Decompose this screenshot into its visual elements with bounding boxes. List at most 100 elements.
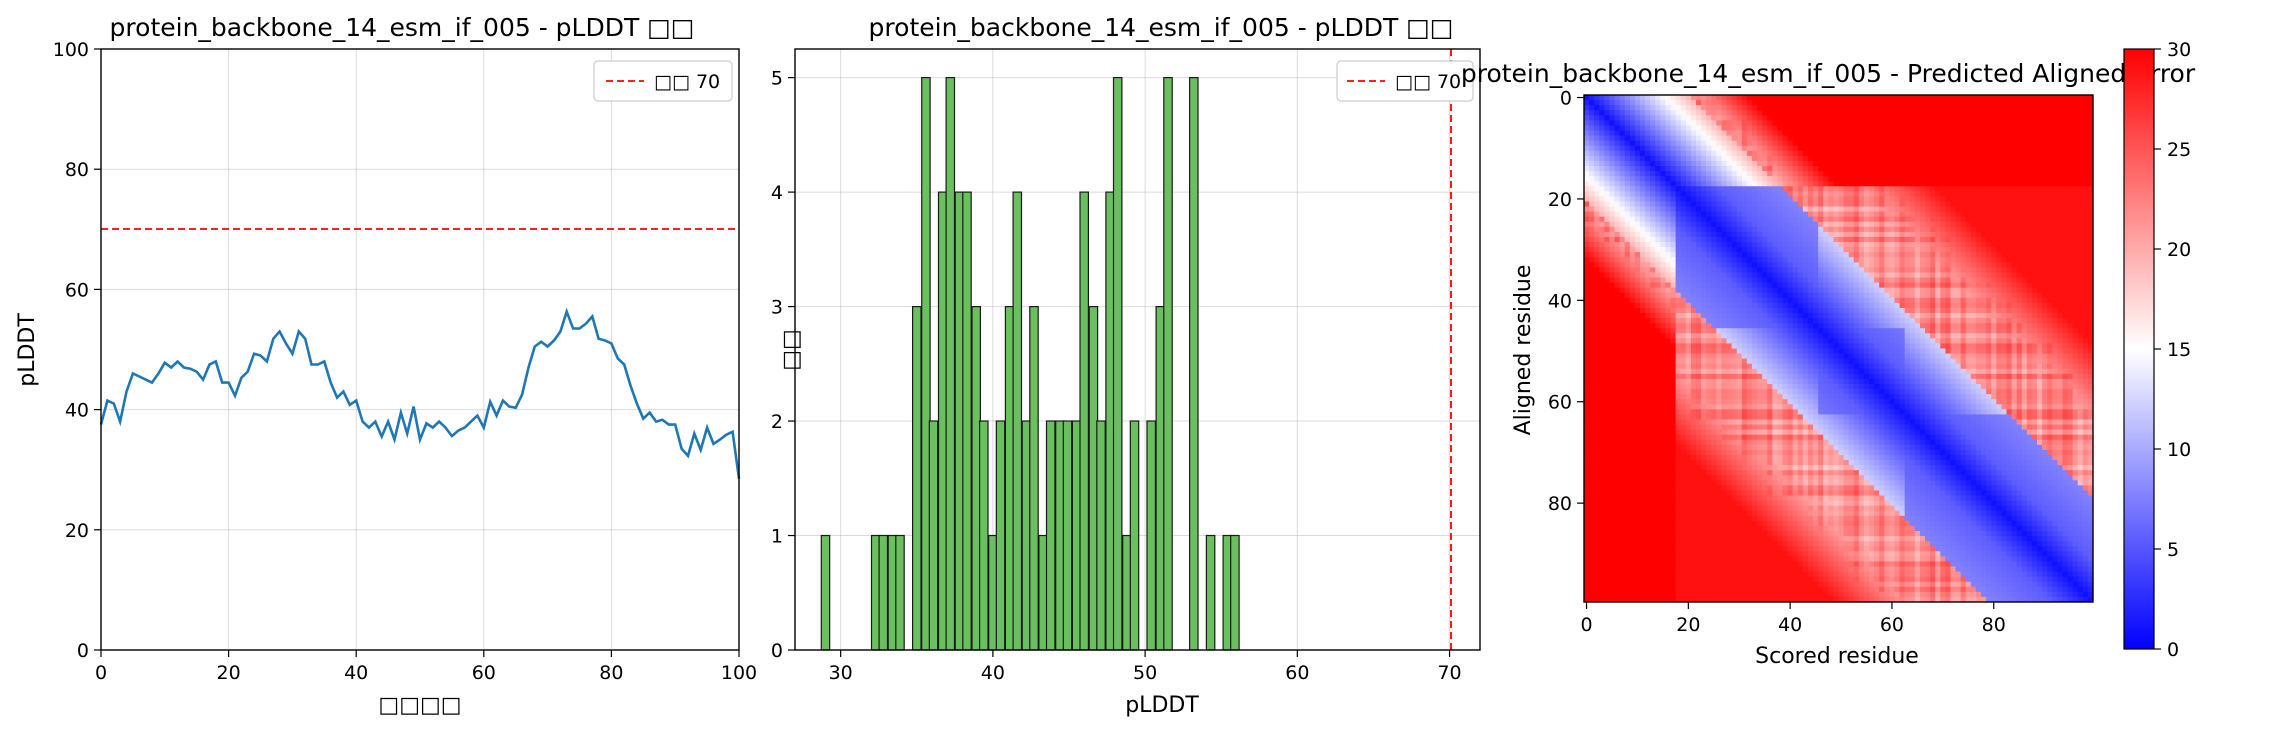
pae-heatmap-cell xyxy=(1858,338,1865,344)
pae-heatmap-cell xyxy=(1584,120,1590,126)
pae-heatmap-cell xyxy=(1782,110,1788,116)
pae-heatmap-cell xyxy=(2031,252,2038,258)
pae-heatmap-cell xyxy=(2042,318,2048,324)
pae-heatmap-cell xyxy=(1614,247,1621,253)
pae-heatmap-cell xyxy=(1960,130,1967,136)
pae-heatmap-cell xyxy=(2087,292,2094,299)
pae-heatmap-cell xyxy=(2072,100,2079,106)
pae-heatmap-cell xyxy=(1655,282,1661,289)
pae-heatmap-cell xyxy=(1726,252,1733,258)
pae-heatmap-cell xyxy=(1741,120,1748,126)
pae-heatmap-cell xyxy=(1594,130,1600,136)
pae-heatmap-cell xyxy=(1797,186,1804,192)
pae-heatmap-cell xyxy=(1589,302,1595,309)
pae-heatmap-cell xyxy=(2037,140,2043,147)
pae-heatmap-cell xyxy=(1853,171,1860,177)
pae-heatmap-cell xyxy=(1981,191,1987,197)
pae-heatmap-cell xyxy=(1991,155,1997,162)
pae-heatmap-cell xyxy=(1792,135,1799,142)
pae-heatmap-cell xyxy=(1767,120,1773,126)
pae-heatmap-cell xyxy=(1975,302,1982,309)
pae-heatmap-cell xyxy=(1762,125,1768,131)
pae-heatmap-cell xyxy=(1721,236,1727,243)
pae-heatmap-cell xyxy=(2067,216,2074,223)
pae-heatmap-cell xyxy=(1772,181,1778,187)
pae-heatmap-cell xyxy=(1863,313,1870,319)
pae-heatmap-cell xyxy=(1594,333,1600,339)
pae-heatmap-cell xyxy=(1945,236,1951,243)
pae-heatmap-cell xyxy=(1986,186,1992,192)
pae-heatmap-cell xyxy=(1751,231,1758,238)
pae-heatmap-cell xyxy=(1797,333,1804,339)
pae-heatmap-cell xyxy=(1731,231,1738,238)
pae-heatmap-cell xyxy=(1981,252,1987,258)
pae-heatmap-cell xyxy=(1624,267,1631,273)
pae-heatmap-cell xyxy=(1925,262,1931,268)
pae-heatmap-cell xyxy=(1701,95,1707,101)
pae-heatmap-cell xyxy=(1848,100,1855,106)
pae-heatmap-cell xyxy=(1797,125,1804,131)
pae-heatmap-cell xyxy=(1807,100,1814,106)
histogram-plot-frame xyxy=(794,48,1481,651)
pae-heatmap-cell xyxy=(1685,252,1692,258)
pae-heatmap-cell xyxy=(1838,115,1844,121)
pae-heatmap-cell xyxy=(1874,110,1880,116)
pae-heatmap-cell xyxy=(1772,115,1778,121)
pae-heatmap-cell xyxy=(1777,313,1783,319)
pae-heatmap-cell xyxy=(1792,100,1799,106)
pae-heatmap-cell xyxy=(1945,226,1951,233)
pae-heatmap-cell xyxy=(1838,277,1844,283)
pae-heatmap-cell xyxy=(1991,313,1997,319)
pae-heatmap-cell xyxy=(1904,216,1911,223)
pae-heatmap-cell xyxy=(2052,160,2058,167)
pae-heatmap-cell xyxy=(1894,206,1900,213)
pae-heatmap-cell xyxy=(1813,328,1819,334)
pae-heatmap-cell xyxy=(1792,155,1799,162)
pae-heatmap-cell xyxy=(1782,297,1788,304)
pae-heatmap-cell xyxy=(1981,196,1987,202)
pae-heatmap-cell xyxy=(1634,287,1641,294)
line-chart-ytick-label: 0 xyxy=(77,640,89,662)
pae-heatmap-cell xyxy=(2011,130,2018,136)
pae-heatmap-cell xyxy=(1889,226,1895,233)
pae-heatmap-cell xyxy=(1706,155,1712,162)
pae-heatmap-cell xyxy=(1975,150,1982,157)
pae-heatmap-cell xyxy=(1914,201,1921,207)
pae-heatmap-cell xyxy=(1869,140,1875,147)
pae-heatmap-cell xyxy=(1889,171,1895,177)
pae-heatmap-cell xyxy=(2077,252,2084,258)
pae-heatmap-cell xyxy=(1874,257,1880,263)
pae-heatmap-cell xyxy=(2077,231,2084,238)
pae-heatmap-cell xyxy=(1772,262,1778,268)
pae-heatmap-cell xyxy=(2082,201,2089,207)
pae-heatmap-cell xyxy=(2062,160,2068,167)
pae-heatmap-cell xyxy=(1706,252,1712,258)
pae-heatmap-cell xyxy=(1919,171,1926,177)
pae-heatmap-cell xyxy=(1680,282,1687,289)
pae-heatmap-cell xyxy=(2001,231,2007,238)
pae-heatmap-cell xyxy=(1970,231,1977,238)
pae-heatmap-cell xyxy=(1594,226,1600,233)
pae-heatmap-cell xyxy=(1807,201,1814,207)
pae-heatmap-cell xyxy=(1991,226,1997,233)
pae-heatmap-cell xyxy=(1716,100,1722,106)
pae-heatmap-cell xyxy=(1711,292,1717,299)
pae-heatmap-cell xyxy=(1706,160,1712,167)
pae-heatmap-cell xyxy=(1858,318,1865,324)
pae-heatmap-cell xyxy=(2021,110,2028,116)
pae-heatmap-cell xyxy=(1731,191,1738,197)
pae-heatmap-cell xyxy=(1807,318,1814,324)
pae-heatmap-cell xyxy=(1904,282,1911,289)
pae-heatmap-cell xyxy=(1914,125,1921,131)
pae-heatmap-cell xyxy=(1660,105,1666,111)
pae-heatmap-cell xyxy=(1746,231,1753,238)
pae-heatmap-cell xyxy=(1950,292,1956,299)
pae-heatmap-cell xyxy=(1802,282,1809,289)
pae-heatmap-cell xyxy=(1589,196,1595,202)
pae-heatmap-cell xyxy=(1746,282,1753,289)
pae-heatmap-cell xyxy=(1685,145,1692,152)
pae-heatmap-cell xyxy=(1863,95,1870,101)
pae-heatmap-cell xyxy=(2001,135,2007,142)
pae-heatmap-cell xyxy=(1772,307,1778,314)
pae-heatmap-cell xyxy=(1782,115,1788,121)
